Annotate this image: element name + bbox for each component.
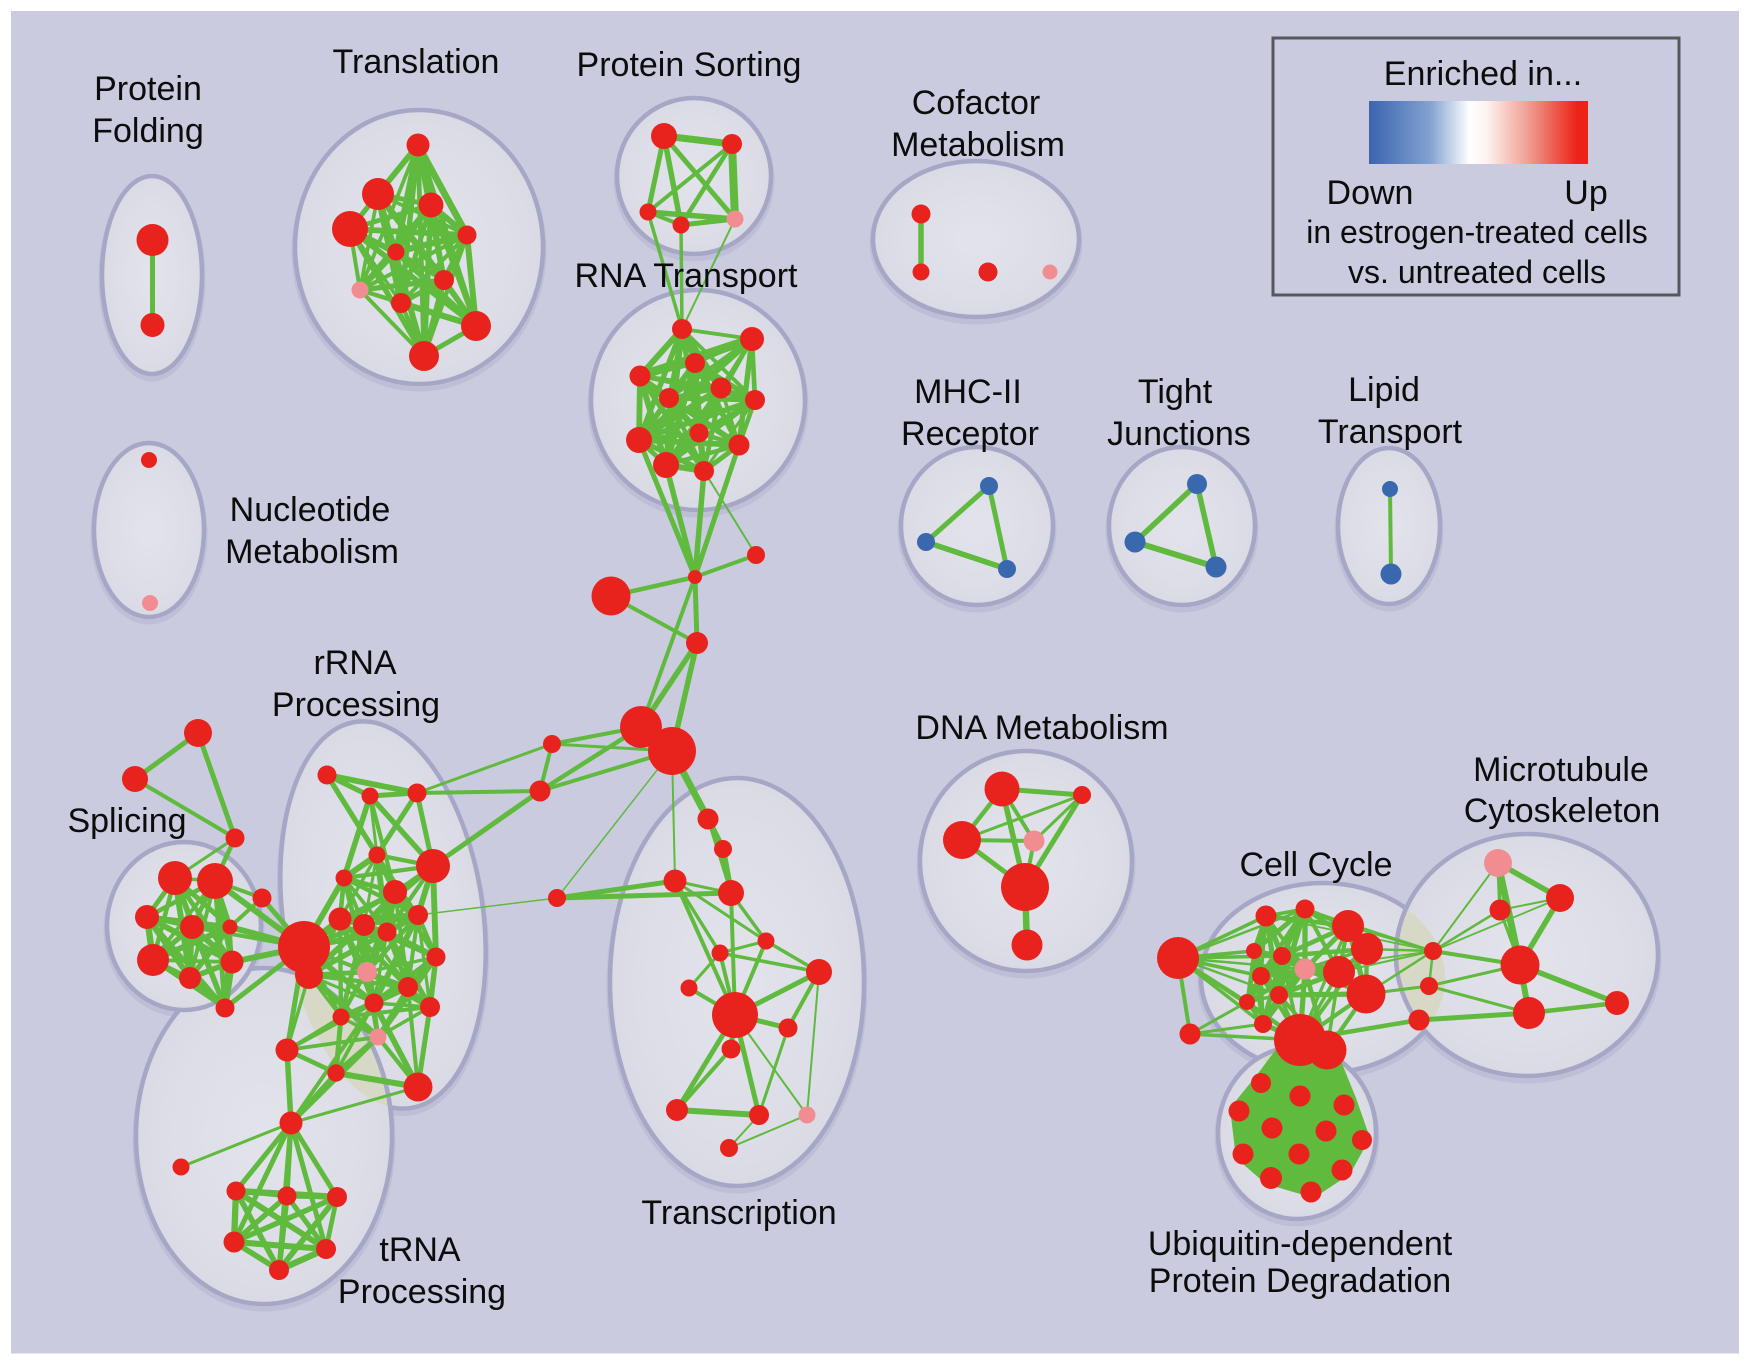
svg-text:Metabolism: Metabolism — [225, 533, 399, 571]
svg-text:vs. untreated cells: vs. untreated cells — [1348, 254, 1606, 290]
svg-text:Protein Degradation: Protein Degradation — [1149, 1262, 1451, 1300]
svg-text:Ubiquitin-dependent: Ubiquitin-dependent — [1148, 1225, 1453, 1263]
svg-text:Cofactor: Cofactor — [912, 84, 1041, 122]
svg-text:Tight: Tight — [1138, 373, 1213, 411]
svg-text:Cytoskeleton: Cytoskeleton — [1464, 792, 1661, 830]
svg-text:Metabolism: Metabolism — [891, 126, 1065, 164]
svg-text:Cell Cycle: Cell Cycle — [1239, 846, 1392, 884]
svg-text:Transcription: Transcription — [641, 1194, 836, 1232]
svg-text:Down: Down — [1327, 174, 1414, 212]
svg-text:DNA Metabolism: DNA Metabolism — [915, 709, 1168, 747]
svg-text:Processing: Processing — [272, 686, 440, 724]
svg-text:Receptor: Receptor — [901, 415, 1039, 453]
svg-text:Microtubule: Microtubule — [1473, 751, 1649, 789]
svg-text:tRNA: tRNA — [379, 1231, 461, 1269]
svg-text:Folding: Folding — [92, 112, 204, 150]
svg-text:Junctions: Junctions — [1107, 415, 1251, 453]
svg-text:rRNA: rRNA — [313, 644, 396, 682]
svg-text:Transport: Transport — [1318, 413, 1463, 451]
svg-text:Nucleotide: Nucleotide — [230, 491, 391, 529]
svg-text:Translation: Translation — [333, 43, 500, 81]
svg-text:Protein: Protein — [94, 70, 202, 108]
svg-text:RNA Transport: RNA Transport — [575, 257, 799, 295]
svg-text:Protein Sorting: Protein Sorting — [577, 46, 802, 84]
svg-text:Lipid: Lipid — [1348, 371, 1420, 409]
svg-text:Enriched in...: Enriched in... — [1384, 55, 1582, 93]
svg-text:in estrogen-treated cells: in estrogen-treated cells — [1306, 214, 1648, 250]
svg-text:Splicing: Splicing — [67, 802, 186, 840]
svg-text:Processing: Processing — [338, 1273, 506, 1311]
svg-text:Up: Up — [1564, 174, 1607, 212]
svg-text:MHC-II: MHC-II — [914, 373, 1022, 411]
